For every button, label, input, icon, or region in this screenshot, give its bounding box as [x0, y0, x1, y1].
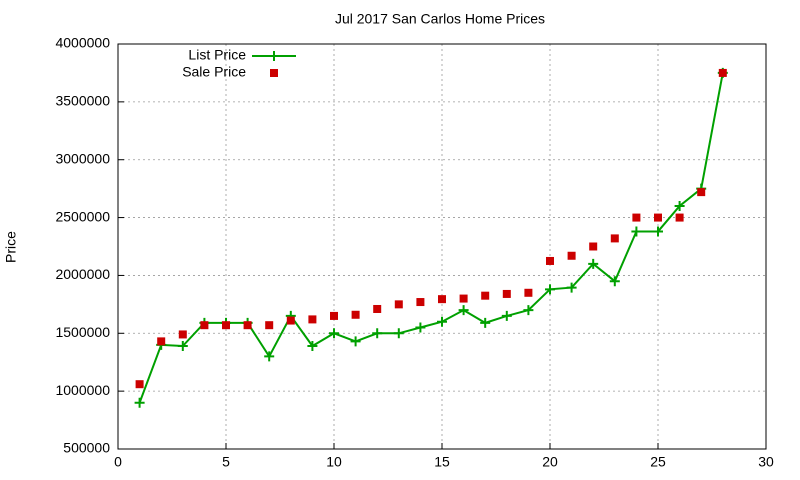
- point: [545, 284, 555, 295]
- point: [264, 351, 275, 362]
- point: [654, 213, 662, 222]
- y-tick-label: 1000000: [55, 382, 110, 398]
- point: [501, 310, 512, 321]
- legend-marker: [270, 69, 278, 77]
- point: [653, 226, 663, 237]
- point: [135, 380, 144, 389]
- y-tick-label: 1500000: [55, 324, 110, 340]
- point: [458, 305, 469, 316]
- series-line: [138, 72, 724, 404]
- point: [329, 328, 339, 339]
- point: [222, 321, 230, 330]
- point: [610, 234, 619, 243]
- point: [200, 321, 209, 330]
- y-tick-label: 500000: [63, 440, 110, 456]
- point: [524, 288, 533, 297]
- legend-marker: [269, 51, 279, 61]
- x-tick-label: 30: [758, 454, 774, 470]
- point: [393, 328, 404, 339]
- y-tick-label: 2500000: [55, 208, 110, 224]
- y-axis-label: Price: [3, 231, 19, 263]
- point: [674, 201, 685, 211]
- point: [480, 317, 491, 328]
- point: [718, 68, 727, 77]
- point: [351, 310, 360, 319]
- legend-label: Sale Price: [182, 64, 246, 80]
- point: [134, 397, 145, 408]
- y-tick-label: 2000000: [55, 266, 110, 282]
- point: [330, 311, 338, 320]
- point: [481, 291, 490, 300]
- point: [178, 330, 187, 339]
- x-tick-label: 5: [222, 454, 230, 470]
- point: [373, 304, 382, 313]
- point: [675, 213, 684, 222]
- y-tick-label: 3500000: [55, 93, 110, 109]
- x-tick-label: 10: [326, 454, 342, 470]
- legend-label: List Price: [188, 47, 246, 63]
- point: [416, 298, 425, 307]
- point: [631, 226, 642, 237]
- x-tick-label: 20: [542, 454, 558, 470]
- point: [632, 213, 641, 222]
- point: [546, 256, 554, 265]
- point: [437, 316, 447, 327]
- point: [502, 289, 511, 298]
- x-tick-label: 0: [114, 454, 122, 470]
- point: [286, 316, 295, 325]
- point: [609, 276, 620, 287]
- point: [588, 258, 599, 269]
- point: [697, 188, 706, 197]
- plot-border: [117, 43, 767, 450]
- x-tick-label: 25: [650, 454, 666, 470]
- chart-title: Jul 2017 San Carlos Home Prices: [335, 11, 545, 27]
- x-tick-label: 15: [434, 454, 450, 470]
- point: [394, 300, 403, 309]
- point: [523, 305, 534, 316]
- point: [243, 321, 252, 330]
- point: [308, 315, 317, 324]
- y-tick-label: 3000000: [55, 150, 110, 166]
- point: [177, 341, 188, 352]
- point: [566, 282, 577, 293]
- point: [415, 322, 426, 333]
- point: [567, 251, 576, 260]
- point: [438, 295, 446, 304]
- point: [372, 328, 383, 339]
- point: [459, 294, 468, 303]
- point: [307, 341, 318, 352]
- point: [157, 337, 166, 346]
- point: [265, 321, 274, 330]
- point: [589, 242, 598, 251]
- point: [350, 336, 361, 347]
- y-tick-label: 4000000: [55, 35, 110, 51]
